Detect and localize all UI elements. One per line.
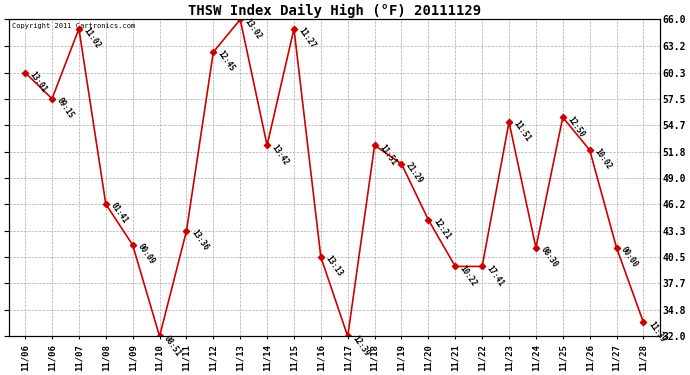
Text: Copyright 2011 Cartronics.com: Copyright 2011 Cartronics.com	[12, 22, 135, 28]
Text: 17:41: 17:41	[485, 264, 506, 288]
Point	[73, 26, 84, 32]
Point	[396, 161, 407, 167]
Text: 09:15: 09:15	[55, 96, 75, 120]
Text: 13:01: 13:01	[28, 70, 48, 94]
Point	[181, 228, 192, 234]
Point	[504, 119, 515, 125]
Text: 12:39: 12:39	[351, 333, 371, 358]
Point	[369, 142, 380, 148]
Point	[46, 96, 57, 102]
Text: 21:29: 21:29	[404, 161, 425, 185]
Point	[584, 147, 595, 153]
Text: 11:02: 11:02	[81, 26, 102, 50]
Text: 11:51: 11:51	[377, 142, 398, 166]
Text: 08:30: 08:30	[539, 245, 560, 269]
Point	[638, 320, 649, 326]
Point	[558, 114, 569, 120]
Point	[531, 245, 542, 251]
Text: 11:39: 11:39	[647, 320, 667, 344]
Point	[127, 242, 138, 248]
Title: THSW Index Daily High (°F) 20111129: THSW Index Daily High (°F) 20111129	[188, 4, 481, 18]
Point	[19, 70, 30, 76]
Point	[288, 26, 299, 32]
Text: 12:21: 12:21	[431, 217, 452, 241]
Text: 10:02: 10:02	[593, 147, 613, 171]
Text: 13:42: 13:42	[270, 142, 290, 166]
Text: 12:45: 12:45	[216, 50, 237, 74]
Point	[477, 263, 488, 269]
Text: 01:41: 01:41	[108, 201, 129, 225]
Text: 11:27: 11:27	[297, 26, 317, 50]
Point	[100, 201, 111, 207]
Point	[450, 263, 461, 269]
Point	[423, 217, 434, 223]
Text: 00:09: 00:09	[135, 242, 156, 266]
Text: 10:22: 10:22	[458, 264, 479, 288]
Point	[342, 333, 353, 339]
Text: 13:13: 13:13	[324, 254, 344, 279]
Point	[235, 16, 246, 22]
Point	[208, 49, 219, 55]
Text: 08:51: 08:51	[162, 333, 183, 358]
Text: 11:51: 11:51	[512, 119, 533, 143]
Point	[262, 142, 273, 148]
Text: 12:50: 12:50	[566, 114, 586, 139]
Point	[611, 245, 622, 251]
Text: 00:00: 00:00	[620, 245, 640, 269]
Point	[315, 254, 326, 260]
Point	[154, 333, 165, 339]
Text: 13:02: 13:02	[243, 17, 264, 41]
Text: 13:36: 13:36	[189, 228, 210, 252]
